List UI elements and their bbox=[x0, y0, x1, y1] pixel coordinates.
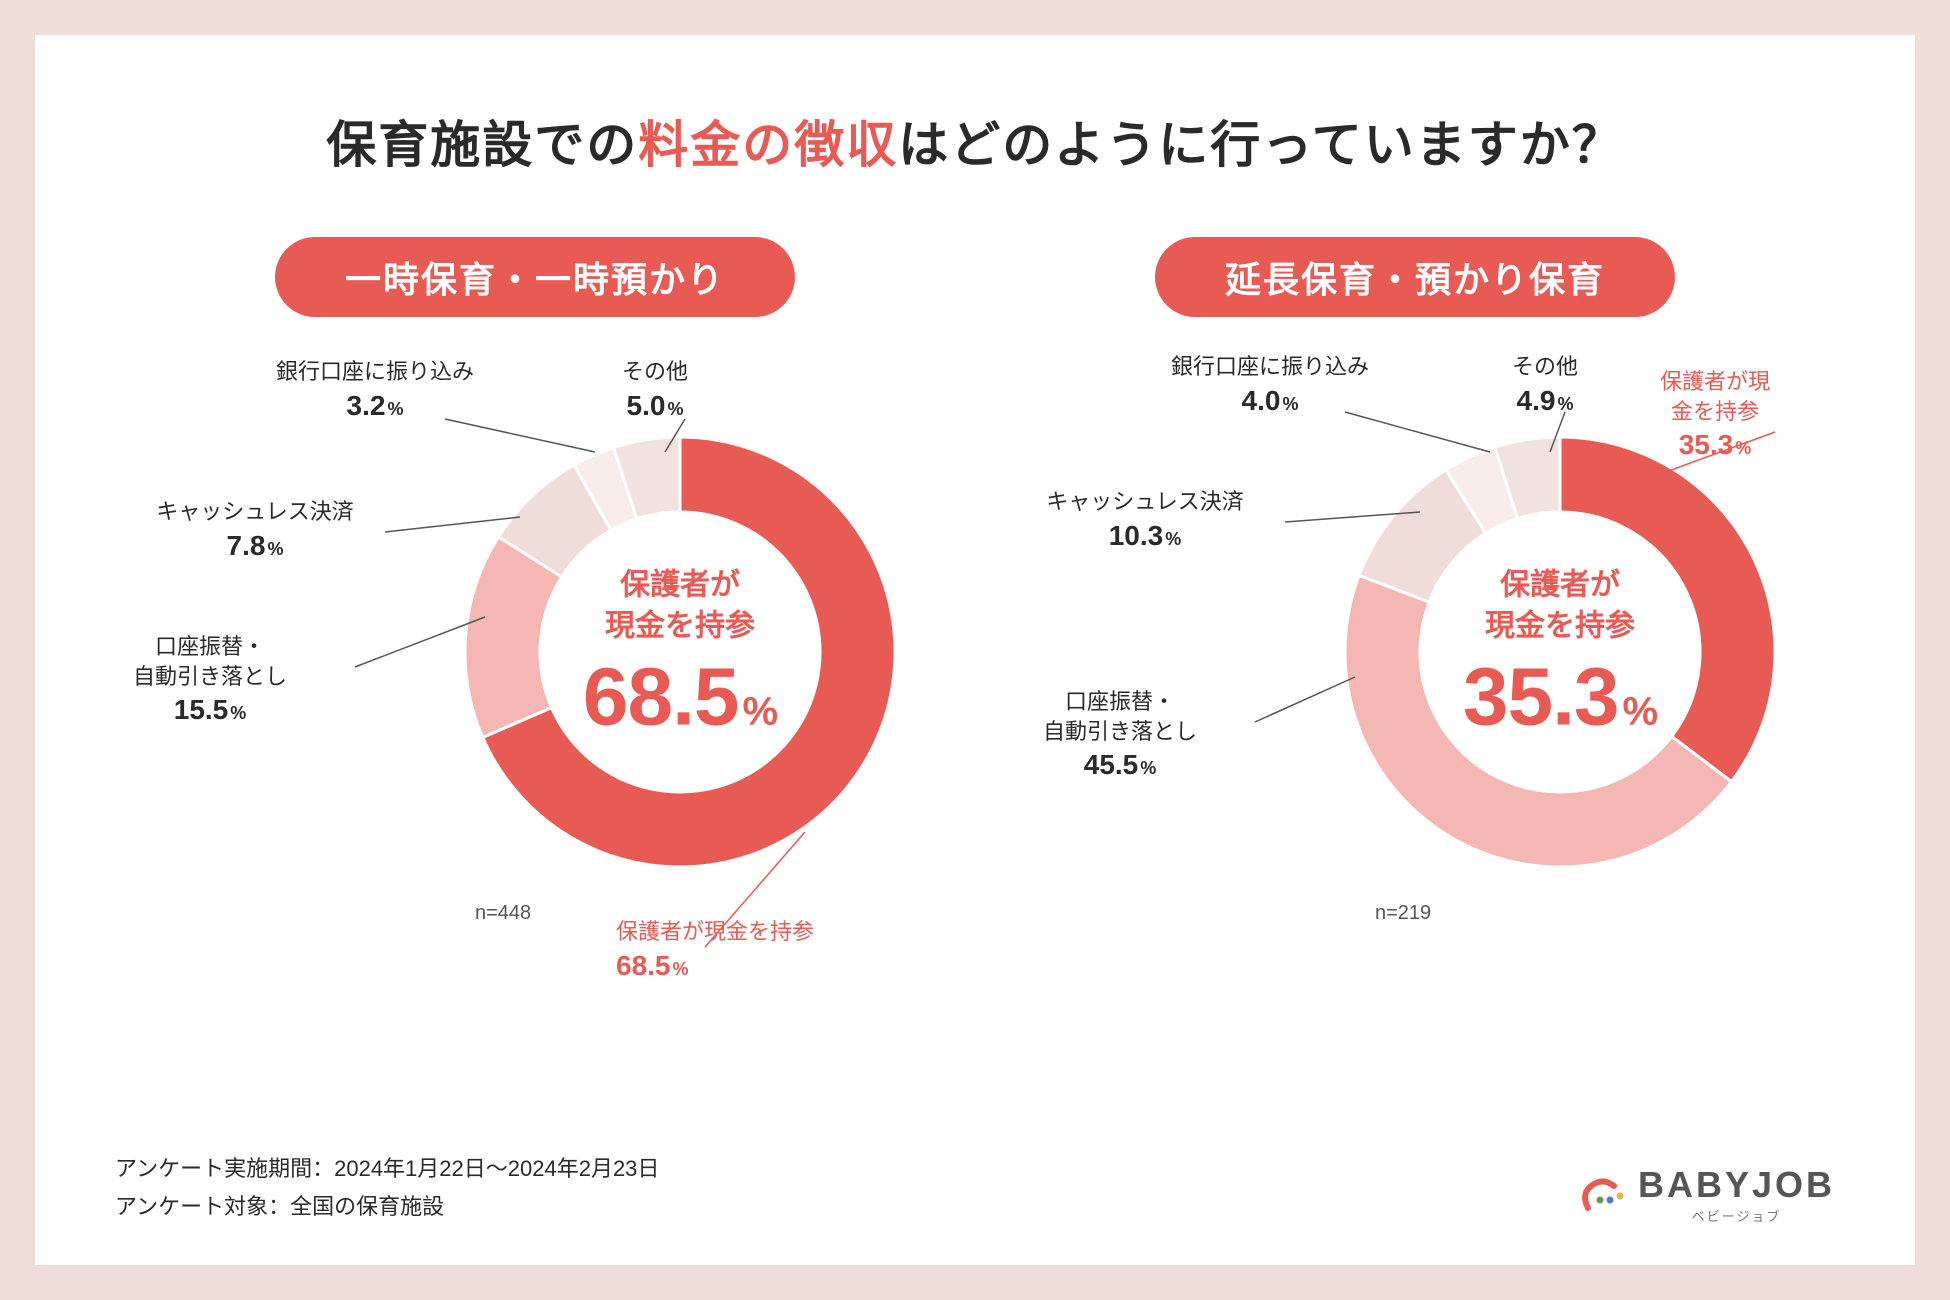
slice-label: 保護者が現金を持参68.5% bbox=[616, 917, 814, 984]
donut-center-label: 保護者が 現金を持参 35.3% bbox=[1420, 566, 1700, 739]
chart-column: 一時保育・一時預かり保護者が 現金を持参 68.5% その他5.0% 銀行口座に振り… bbox=[115, 237, 955, 977]
slice-value: 35.3% bbox=[1660, 426, 1770, 464]
charts-row: 一時保育・一時預かり保護者が 現金を持参 68.5% その他5.0% 銀行口座に振り… bbox=[115, 237, 1835, 977]
center-line: 現金を持参 bbox=[1420, 606, 1700, 647]
title-accent: 料金の徴収 bbox=[638, 117, 898, 173]
infographic-card: 保育施設での料金の徴収はどのように行っていますか？ 一時保育・一時預かり保護者が… bbox=[35, 35, 1915, 1265]
slice-value: 4.9% bbox=[1512, 382, 1578, 420]
slice-value: 4.0% bbox=[1171, 382, 1369, 420]
slice-value: 45.5% bbox=[1043, 746, 1197, 784]
chart-pill-title: 延長保育・預かり保育 bbox=[1155, 237, 1675, 317]
chart-column: 延長保育・預かり保育保護者が 現金を持参 35.3%保護者が現金を持参35.3%… bbox=[995, 237, 1835, 977]
slice-value: 7.8% bbox=[156, 527, 354, 565]
slice-label: 口座振替・自動引き落とし45.5% bbox=[1043, 687, 1197, 784]
donut-center-label: 保護者が 現金を持参 68.5% bbox=[540, 566, 820, 739]
slice-label: キャッシュレス決済7.8% bbox=[156, 497, 354, 564]
center-line: 保護者が bbox=[1420, 566, 1700, 607]
slice-label: 保護者が現金を持参35.3% bbox=[1660, 367, 1770, 464]
slice-label: 銀行口座に振り込み4.0% bbox=[1171, 352, 1369, 419]
footer-line-1: アンケート実施期間：2024年1月22日〜2024年2月23日 bbox=[115, 1150, 659, 1187]
logo-text: BABYJOB ベビージョブ bbox=[1638, 1164, 1835, 1225]
title-pre: 保育施設での bbox=[326, 117, 638, 173]
logo-icon bbox=[1578, 1170, 1628, 1220]
center-value: 68.5% bbox=[540, 657, 820, 739]
sample-size-label: n=448 bbox=[475, 902, 531, 925]
footer-line-2: アンケート対象：全国の保育施設 bbox=[115, 1188, 659, 1225]
footer-notes: アンケート実施期間：2024年1月22日〜2024年2月23日 アンケート対象：… bbox=[115, 1150, 659, 1225]
sample-size-label: n=219 bbox=[1375, 902, 1431, 925]
slice-label: その他4.9% bbox=[1512, 352, 1578, 419]
slice-value: 3.2% bbox=[276, 387, 474, 425]
center-line: 現金を持参 bbox=[540, 606, 820, 647]
slice-label: 口座振替・自動引き落とし15.5% bbox=[133, 632, 287, 729]
logo-sub: ベビージョブ bbox=[1692, 1206, 1782, 1225]
slice-value: 5.0% bbox=[622, 387, 688, 425]
brand-logo: BABYJOB ベビージョブ bbox=[1578, 1164, 1835, 1225]
chart-pill-title: 一時保育・一時預かり bbox=[275, 237, 795, 317]
center-value: 35.3% bbox=[1420, 657, 1700, 739]
main-title: 保育施設での料金の徴収はどのように行っていますか？ bbox=[115, 105, 1835, 177]
slice-value: 15.5% bbox=[133, 691, 287, 729]
leader-line bbox=[1255, 677, 1355, 722]
slice-label: キャッシュレス決済10.3% bbox=[1046, 487, 1244, 554]
logo-main: BABYJOB bbox=[1638, 1164, 1835, 1206]
chart-area: 保護者が 現金を持参 68.5% その他5.0% 銀行口座に振り込み3.2% キャッシ… bbox=[125, 357, 945, 977]
center-line: 保護者が bbox=[540, 566, 820, 607]
title-post: はどのように行っていますか？ bbox=[898, 117, 1624, 173]
chart-area: 保護者が 現金を持参 35.3%保護者が現金を持参35.3%その他4.9%銀行口… bbox=[1005, 357, 1825, 977]
slice-label: その他5.0% bbox=[622, 357, 688, 424]
slice-value: 10.3% bbox=[1046, 517, 1244, 555]
slice-value: 68.5% bbox=[616, 947, 814, 985]
slice-label: 銀行口座に振り込み3.2% bbox=[276, 357, 474, 424]
